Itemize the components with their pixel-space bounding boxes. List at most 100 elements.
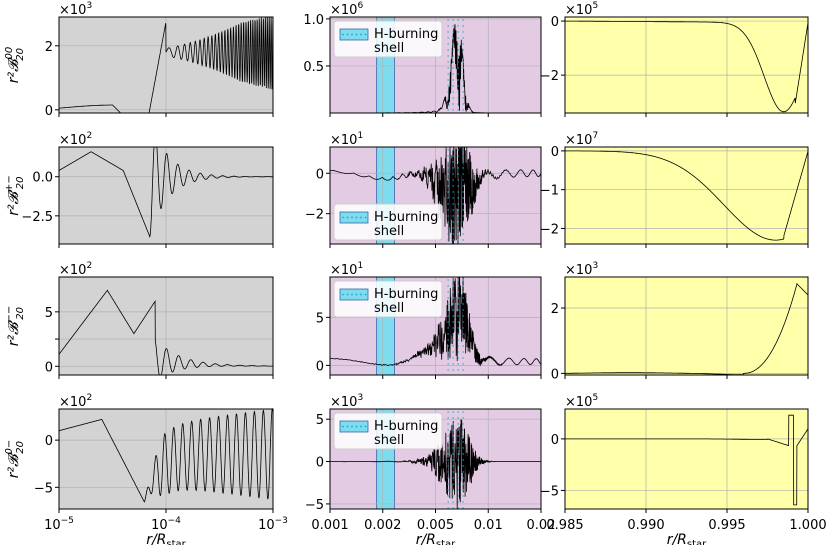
legend-swatch — [339, 420, 369, 433]
tick-base: 10 — [44, 518, 61, 533]
multiplier-exponent: 2 — [86, 261, 92, 271]
shell-dot — [462, 149, 464, 151]
y-tick-label: 0 — [551, 145, 559, 160]
shell-dot — [452, 103, 454, 105]
shell-dot — [447, 167, 449, 169]
shell-dot — [447, 345, 449, 347]
shell-dot — [462, 103, 464, 105]
shell-dot — [452, 167, 454, 169]
legend-swatch-dot — [360, 425, 362, 428]
multiplier-base: ×10 — [565, 263, 592, 278]
shell-dot — [457, 149, 459, 151]
shell-dot — [462, 339, 464, 341]
panel-r0-c0: 0 2 ×103 — [45, 1, 274, 119]
shell-dot — [447, 363, 449, 365]
multiplier-exponent: 3 — [592, 261, 598, 271]
shell-dot — [447, 447, 449, 449]
shell-dot — [462, 67, 464, 69]
axis-multiplier: ×107 — [565, 131, 598, 148]
shell-dot — [462, 429, 464, 431]
shell-dot — [457, 67, 459, 69]
multiplier-exponent: 5 — [592, 1, 598, 11]
shell-dot — [447, 435, 449, 437]
shell-dot — [447, 85, 449, 87]
shell-dot — [462, 19, 464, 21]
shell-dot — [447, 441, 449, 443]
shell-dot — [452, 297, 454, 299]
legend-swatch-dot — [360, 216, 362, 219]
legend-label-line1: H-burning — [374, 27, 438, 42]
tick-exponent: −5 — [61, 516, 74, 526]
shell-dot — [462, 109, 464, 111]
row-ylabel-2: r²𝓑−−20 — [4, 306, 26, 346]
shell-dot — [462, 465, 464, 467]
shell-dot — [457, 109, 459, 111]
shell-dot — [452, 459, 454, 461]
xlabel-subscript: star — [166, 539, 186, 545]
shell-dot — [447, 351, 449, 353]
shell-dot — [447, 221, 449, 223]
shell-dot — [457, 97, 459, 99]
legend-swatch-dot — [355, 33, 358, 36]
shell-dot — [447, 97, 449, 99]
xlabel-subscript: star — [436, 539, 456, 545]
y-tick-label: −1 — [540, 184, 559, 199]
shell-dot — [447, 173, 449, 175]
shell-dot — [457, 79, 459, 81]
axis-multiplier: ×105 — [565, 1, 598, 18]
ylabel-base: r²𝓑 — [6, 57, 22, 83]
shell-dot — [452, 25, 454, 27]
multiplier-base: ×10 — [565, 3, 592, 18]
shell-dot — [462, 85, 464, 87]
x-tick-label-col2: 0.995 — [708, 518, 745, 533]
x-tick-label-col1: 0.02 — [527, 518, 556, 533]
y-tick-label: 0 — [45, 434, 53, 449]
shell-dot — [457, 309, 459, 311]
shell-dot — [452, 79, 454, 81]
shell-dot — [457, 423, 459, 425]
series-line — [565, 20, 809, 113]
multiplier-base: ×10 — [59, 3, 86, 18]
y-tick-label: −2 — [305, 208, 324, 223]
panel-background — [565, 409, 808, 509]
shell-dot — [447, 279, 449, 281]
shell-dot — [447, 19, 449, 21]
shell-dot — [452, 85, 454, 87]
legend-swatch — [339, 28, 369, 41]
legend-swatch-dot — [360, 33, 362, 36]
shell-dot — [462, 173, 464, 175]
shell-dot — [462, 209, 464, 211]
ylabel-superscript: 0− — [4, 440, 15, 455]
series-line — [58, 146, 273, 239]
shell-dot — [457, 429, 459, 431]
shell-dot — [452, 279, 454, 281]
shell-dot — [462, 417, 464, 419]
ylabel-superscript: 00 — [4, 47, 15, 60]
shell-dot — [452, 109, 454, 111]
shell-dot — [462, 459, 464, 461]
shell-dot — [447, 495, 449, 497]
multiplier-base: ×10 — [59, 263, 86, 278]
legend-swatch-dot — [355, 425, 358, 428]
y-tick-label: 0 — [551, 15, 559, 30]
shell-dot — [447, 215, 449, 217]
shell-dot — [457, 227, 459, 229]
panel-background — [565, 17, 808, 113]
shell-dot — [457, 215, 459, 217]
legend-swatch — [339, 211, 369, 224]
shell-dot — [457, 55, 459, 57]
shell-dot — [457, 155, 459, 157]
shell-dot — [462, 55, 464, 57]
shell-dot — [452, 417, 454, 419]
shell-dot — [447, 315, 449, 317]
legend-swatch-dot — [342, 33, 344, 36]
row-ylabel-text: r²𝓑+−20 — [4, 175, 26, 215]
shell-dot — [452, 411, 454, 413]
shell-dot — [457, 173, 459, 175]
legend-label-line1: H-burning — [374, 210, 438, 225]
y-tick-label: 5 — [316, 311, 324, 326]
shell-dot — [452, 43, 454, 45]
